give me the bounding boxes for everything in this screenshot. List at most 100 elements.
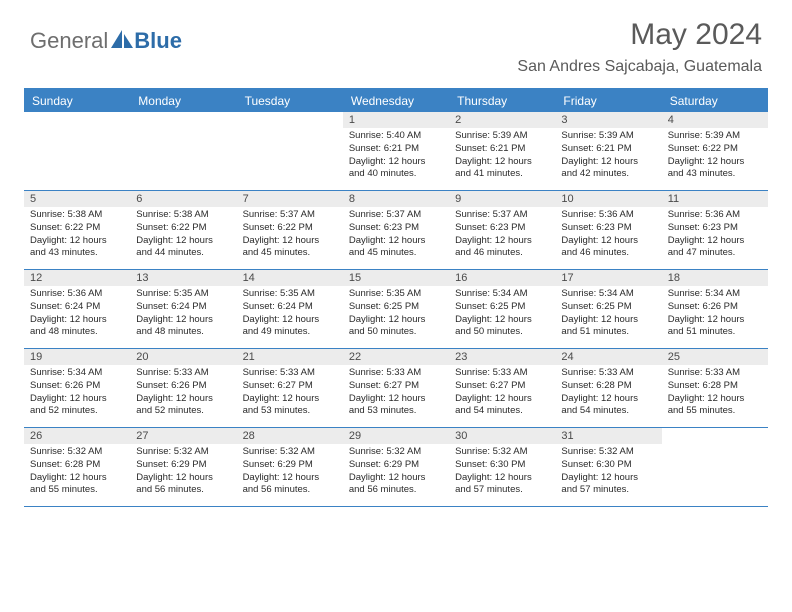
day-cell: 22Sunrise: 5:33 AMSunset: 6:27 PMDayligh… bbox=[343, 349, 449, 427]
day-content: Sunrise: 5:36 AMSunset: 6:24 PMDaylight:… bbox=[24, 286, 130, 341]
sunset-text: Sunset: 6:23 PM bbox=[455, 222, 549, 235]
day-number: 12 bbox=[24, 270, 130, 286]
sunset-text: Sunset: 6:26 PM bbox=[668, 301, 762, 314]
day-cell: 1Sunrise: 5:40 AMSunset: 6:21 PMDaylight… bbox=[343, 112, 449, 190]
sunrise-text: Sunrise: 5:37 AM bbox=[349, 209, 443, 222]
header: General Blue May 2024 San Andres Sajcaba… bbox=[0, 0, 792, 80]
day-header: Tuesday bbox=[237, 90, 343, 112]
day-cell: 16Sunrise: 5:34 AMSunset: 6:25 PMDayligh… bbox=[449, 270, 555, 348]
daylight-text: Daylight: 12 hours and 49 minutes. bbox=[243, 314, 337, 340]
day-cell: 20Sunrise: 5:33 AMSunset: 6:26 PMDayligh… bbox=[130, 349, 236, 427]
daylight-text: Daylight: 12 hours and 55 minutes. bbox=[668, 393, 762, 419]
sunset-text: Sunset: 6:25 PM bbox=[561, 301, 655, 314]
day-header: Monday bbox=[130, 90, 236, 112]
sunrise-text: Sunrise: 5:32 AM bbox=[561, 446, 655, 459]
day-cell: 31Sunrise: 5:32 AMSunset: 6:30 PMDayligh… bbox=[555, 428, 661, 506]
sunrise-text: Sunrise: 5:36 AM bbox=[561, 209, 655, 222]
sunset-text: Sunset: 6:30 PM bbox=[561, 459, 655, 472]
day-cell: 18Sunrise: 5:34 AMSunset: 6:26 PMDayligh… bbox=[662, 270, 768, 348]
day-number: 26 bbox=[24, 428, 130, 444]
calendar: SundayMondayTuesdayWednesdayThursdayFrid… bbox=[24, 88, 768, 507]
daylight-text: Daylight: 12 hours and 57 minutes. bbox=[455, 472, 549, 498]
day-cell: 13Sunrise: 5:35 AMSunset: 6:24 PMDayligh… bbox=[130, 270, 236, 348]
day-number: 5 bbox=[24, 191, 130, 207]
day-number: 11 bbox=[662, 191, 768, 207]
day-cell: 9Sunrise: 5:37 AMSunset: 6:23 PMDaylight… bbox=[449, 191, 555, 269]
day-number: 15 bbox=[343, 270, 449, 286]
day-number: 13 bbox=[130, 270, 236, 286]
sunset-text: Sunset: 6:28 PM bbox=[30, 459, 124, 472]
day-number: 7 bbox=[237, 191, 343, 207]
day-number: 14 bbox=[237, 270, 343, 286]
sunset-text: Sunset: 6:29 PM bbox=[243, 459, 337, 472]
day-cell: 30Sunrise: 5:32 AMSunset: 6:30 PMDayligh… bbox=[449, 428, 555, 506]
logo-text-gray: General bbox=[30, 28, 108, 54]
day-content: Sunrise: 5:34 AMSunset: 6:25 PMDaylight:… bbox=[449, 286, 555, 341]
month-title: May 2024 bbox=[517, 18, 762, 52]
daylight-text: Daylight: 12 hours and 57 minutes. bbox=[561, 472, 655, 498]
daylight-text: Daylight: 12 hours and 50 minutes. bbox=[455, 314, 549, 340]
day-content: Sunrise: 5:34 AMSunset: 6:26 PMDaylight:… bbox=[24, 365, 130, 420]
day-content: Sunrise: 5:32 AMSunset: 6:29 PMDaylight:… bbox=[237, 444, 343, 499]
day-content: Sunrise: 5:32 AMSunset: 6:30 PMDaylight:… bbox=[555, 444, 661, 499]
day-number: 2 bbox=[449, 112, 555, 128]
daylight-text: Daylight: 12 hours and 51 minutes. bbox=[561, 314, 655, 340]
day-cell: 26Sunrise: 5:32 AMSunset: 6:28 PMDayligh… bbox=[24, 428, 130, 506]
daylight-text: Daylight: 12 hours and 54 minutes. bbox=[455, 393, 549, 419]
day-content: Sunrise: 5:35 AMSunset: 6:24 PMDaylight:… bbox=[237, 286, 343, 341]
sunrise-text: Sunrise: 5:33 AM bbox=[561, 367, 655, 380]
sunrise-text: Sunrise: 5:38 AM bbox=[30, 209, 124, 222]
daylight-text: Daylight: 12 hours and 43 minutes. bbox=[668, 156, 762, 182]
sunset-text: Sunset: 6:21 PM bbox=[349, 143, 443, 156]
daylight-text: Daylight: 12 hours and 52 minutes. bbox=[136, 393, 230, 419]
location: San Andres Sajcabaja, Guatemala bbox=[517, 58, 762, 76]
day-cell: 27Sunrise: 5:32 AMSunset: 6:29 PMDayligh… bbox=[130, 428, 236, 506]
daylight-text: Daylight: 12 hours and 46 minutes. bbox=[561, 235, 655, 261]
sunrise-text: Sunrise: 5:40 AM bbox=[349, 130, 443, 143]
sunset-text: Sunset: 6:22 PM bbox=[668, 143, 762, 156]
sunrise-text: Sunrise: 5:39 AM bbox=[561, 130, 655, 143]
week-row: 26Sunrise: 5:32 AMSunset: 6:28 PMDayligh… bbox=[24, 428, 768, 507]
day-cell: 2Sunrise: 5:39 AMSunset: 6:21 PMDaylight… bbox=[449, 112, 555, 190]
sunrise-text: Sunrise: 5:33 AM bbox=[455, 367, 549, 380]
daylight-text: Daylight: 12 hours and 56 minutes. bbox=[136, 472, 230, 498]
day-cell: 29Sunrise: 5:32 AMSunset: 6:29 PMDayligh… bbox=[343, 428, 449, 506]
day-content: Sunrise: 5:39 AMSunset: 6:21 PMDaylight:… bbox=[449, 128, 555, 183]
logo: General Blue bbox=[30, 18, 182, 54]
daylight-text: Daylight: 12 hours and 56 minutes. bbox=[349, 472, 443, 498]
sunrise-text: Sunrise: 5:34 AM bbox=[455, 288, 549, 301]
day-content: Sunrise: 5:34 AMSunset: 6:26 PMDaylight:… bbox=[662, 286, 768, 341]
sunrise-text: Sunrise: 5:38 AM bbox=[136, 209, 230, 222]
sunset-text: Sunset: 6:24 PM bbox=[136, 301, 230, 314]
day-content: Sunrise: 5:32 AMSunset: 6:28 PMDaylight:… bbox=[24, 444, 130, 499]
day-content: Sunrise: 5:40 AMSunset: 6:21 PMDaylight:… bbox=[343, 128, 449, 183]
day-cell bbox=[237, 112, 343, 190]
day-number: 9 bbox=[449, 191, 555, 207]
day-content: Sunrise: 5:32 AMSunset: 6:29 PMDaylight:… bbox=[130, 444, 236, 499]
day-number: 27 bbox=[130, 428, 236, 444]
day-number: 30 bbox=[449, 428, 555, 444]
week-row: 12Sunrise: 5:36 AMSunset: 6:24 PMDayligh… bbox=[24, 270, 768, 349]
day-cell: 4Sunrise: 5:39 AMSunset: 6:22 PMDaylight… bbox=[662, 112, 768, 190]
day-number: 22 bbox=[343, 349, 449, 365]
daylight-text: Daylight: 12 hours and 44 minutes. bbox=[136, 235, 230, 261]
day-number: 8 bbox=[343, 191, 449, 207]
sunrise-text: Sunrise: 5:34 AM bbox=[668, 288, 762, 301]
daylight-text: Daylight: 12 hours and 40 minutes. bbox=[349, 156, 443, 182]
week-row: 19Sunrise: 5:34 AMSunset: 6:26 PMDayligh… bbox=[24, 349, 768, 428]
sunset-text: Sunset: 6:26 PM bbox=[136, 380, 230, 393]
day-cell: 7Sunrise: 5:37 AMSunset: 6:22 PMDaylight… bbox=[237, 191, 343, 269]
sunset-text: Sunset: 6:29 PM bbox=[349, 459, 443, 472]
day-number: 21 bbox=[237, 349, 343, 365]
sunrise-text: Sunrise: 5:35 AM bbox=[349, 288, 443, 301]
day-content: Sunrise: 5:33 AMSunset: 6:28 PMDaylight:… bbox=[555, 365, 661, 420]
title-block: May 2024 San Andres Sajcabaja, Guatemala bbox=[517, 18, 762, 76]
sunrise-text: Sunrise: 5:32 AM bbox=[349, 446, 443, 459]
sunset-text: Sunset: 6:24 PM bbox=[30, 301, 124, 314]
day-number: 24 bbox=[555, 349, 661, 365]
day-number: 16 bbox=[449, 270, 555, 286]
day-cell bbox=[130, 112, 236, 190]
daylight-text: Daylight: 12 hours and 47 minutes. bbox=[668, 235, 762, 261]
day-number: 17 bbox=[555, 270, 661, 286]
day-content: Sunrise: 5:38 AMSunset: 6:22 PMDaylight:… bbox=[24, 207, 130, 262]
